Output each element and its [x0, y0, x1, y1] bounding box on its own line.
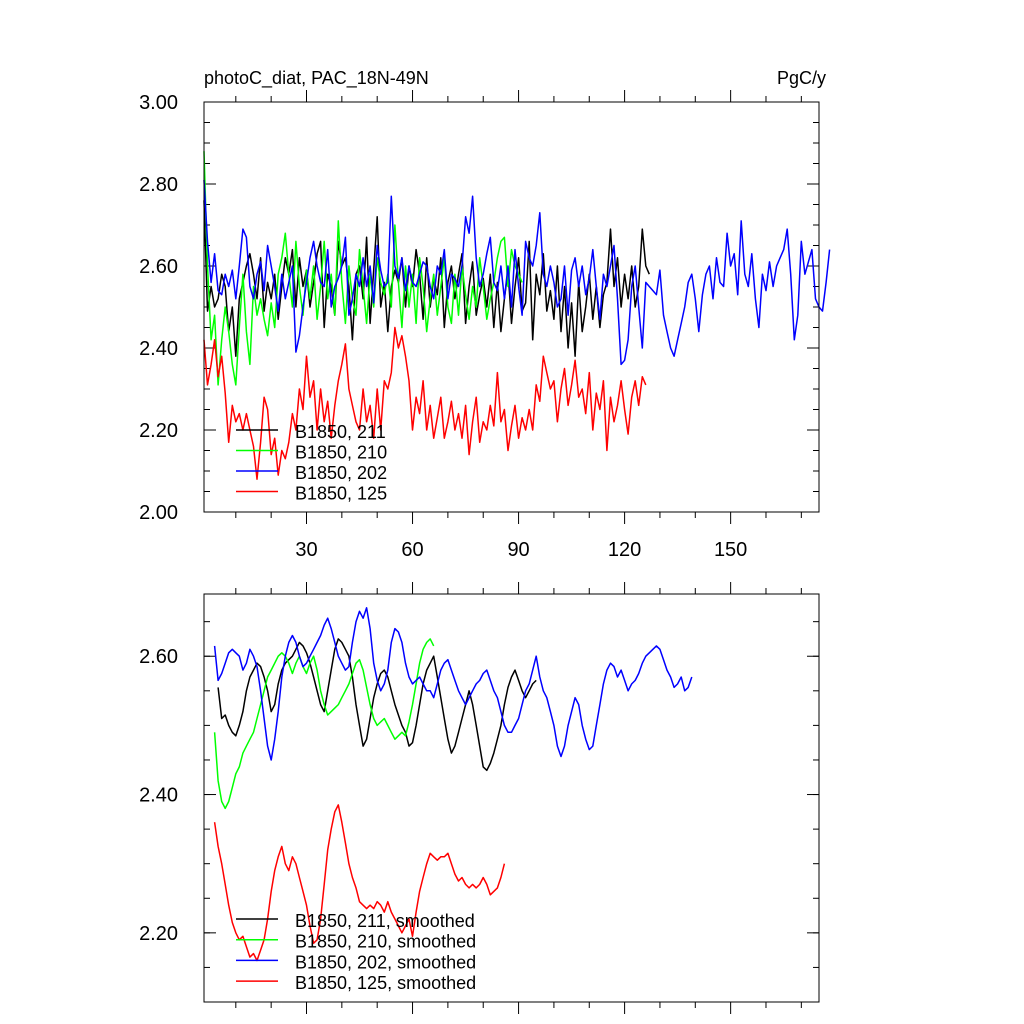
units-label: PgC/y [777, 68, 826, 88]
x-tick-label: 30 [295, 539, 317, 561]
legend-label: B1850, 211, smoothed [295, 911, 475, 931]
y-tick-label: 2.40 [139, 338, 178, 360]
x-tick-label: 90 [507, 539, 529, 561]
x-tick-label: 60 [401, 539, 423, 561]
legend-label: B1850, 125, smoothed [295, 973, 476, 993]
y-tick-label: 2.20 [139, 923, 178, 945]
series-line [203, 151, 523, 386]
y-tick-label: 2.00 [139, 502, 178, 524]
series-line [203, 200, 650, 357]
top-panel: photoC_diat, PAC_18N-49N PgC/y 2.002.202… [139, 68, 831, 561]
series-line [203, 179, 831, 366]
series-line [213, 804, 506, 962]
legend-label: B1850, 210, smoothed [295, 932, 476, 952]
x-tick-label: 150 [714, 539, 747, 561]
legend-label: B1850, 210 [295, 443, 387, 463]
y-tick-label: 2.40 [139, 785, 178, 807]
plot-frame [203, 101, 820, 513]
plot-frame [203, 593, 820, 1003]
legend-label: B1850, 202 [295, 463, 387, 483]
legend-label: B1850, 125 [295, 484, 387, 504]
series-lines [213, 607, 693, 962]
bottom-panel: 2.202.402.60 B1850, 211, smoothedB1850, … [139, 582, 820, 1014]
series-line [217, 638, 537, 772]
axis-ticks: 2.20 2.40 2.60 [139, 582, 819, 1014]
series-lines [203, 151, 831, 480]
legend-label: B1850, 211 [295, 422, 386, 442]
y-tick-label: 2.80 [139, 174, 178, 196]
y-tick-label: 3.00 [139, 92, 178, 114]
y-tick-label: 2.60 [139, 256, 178, 278]
y-tick-label: 2.20 [139, 420, 178, 442]
x-tick-label: 120 [608, 539, 641, 561]
series-line [213, 607, 693, 761]
axis-ticks: 2.00 2.20 2.40 2.60 2.80 3.00 30 60 90 120 150 [139, 90, 819, 561]
y-tick-label: 2.60 [139, 646, 178, 668]
legend-label: B1850, 202, smoothed [295, 952, 476, 972]
series-line [213, 638, 435, 810]
series-line [203, 326, 647, 480]
chart-title: photoC_diat, PAC_18N-49N [204, 68, 429, 89]
